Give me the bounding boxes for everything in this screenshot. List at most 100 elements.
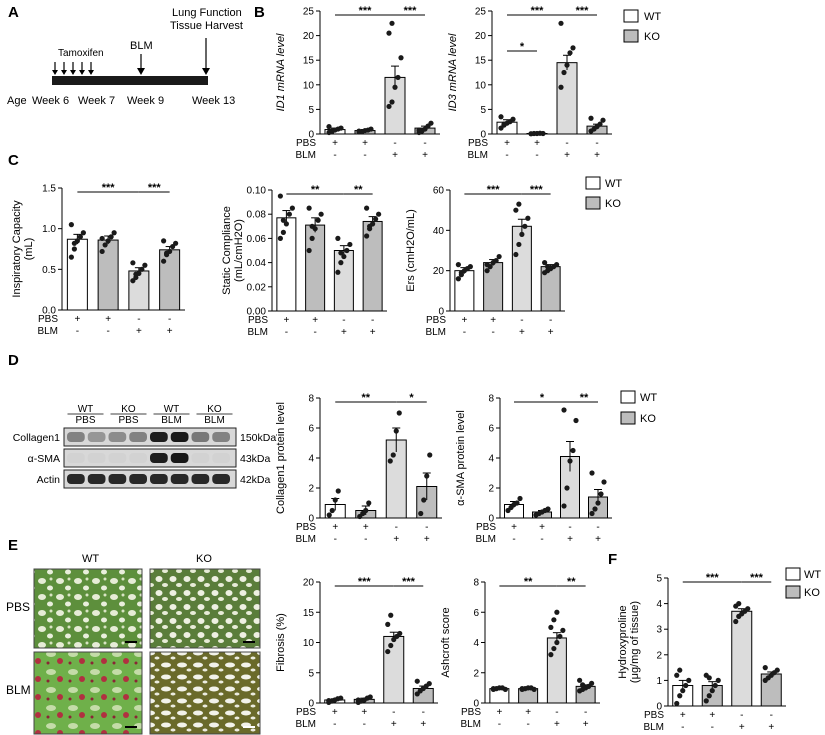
data-point: [490, 686, 496, 692]
significance-label: ***: [487, 184, 501, 196]
data-point: [703, 698, 709, 704]
pbs-row-label: PBS: [644, 710, 664, 721]
histology-wt-blm: [33, 651, 143, 735]
data-point: [277, 193, 283, 199]
data-point: [326, 512, 332, 518]
significance-label: ***: [102, 182, 116, 194]
blm-mark: +: [739, 722, 745, 733]
blm-mark: +: [519, 327, 525, 338]
blot-kda: 42kDa: [240, 474, 271, 486]
blot-band: [87, 453, 106, 463]
pbs-mark: -: [740, 710, 743, 721]
blm-mark: -: [681, 722, 684, 733]
y-axis-label: Inspiratory Capacity: [11, 200, 23, 298]
blot-column-label: BLM: [204, 415, 225, 426]
data-point: [762, 665, 768, 671]
pbs-mark: +: [504, 138, 510, 149]
pbs-mark: -: [393, 138, 396, 149]
blm-row-label: BLM: [295, 150, 316, 161]
data-point: [105, 238, 111, 244]
data-point: [519, 686, 525, 692]
blm-row-label: BLM: [467, 150, 488, 161]
week-label: Week 7: [78, 95, 115, 107]
legend-ko-label: KO: [644, 31, 660, 43]
data-point: [393, 428, 399, 434]
y-tick-label: 5: [308, 105, 314, 116]
data-point: [161, 258, 167, 264]
blm-row-label: BLM: [295, 534, 316, 545]
pbs-mark: +: [332, 522, 338, 533]
data-point: [540, 130, 546, 137]
legend-wt-swatch: [785, 567, 801, 581]
data-point: [589, 510, 595, 517]
pbs-mark: -: [423, 138, 426, 149]
y-axis-label: (mL): [23, 238, 35, 261]
y-tick-label: 60: [433, 186, 445, 197]
data-point: [418, 510, 424, 517]
legend-wt-swatch: [623, 9, 639, 23]
blot-column-label: KO: [207, 404, 222, 415]
y-tick-label: 25: [303, 7, 315, 18]
legend-ko-label: KO: [640, 413, 656, 425]
data-point: [598, 491, 604, 497]
data-point: [564, 62, 570, 68]
legend-b: WT KO: [623, 9, 661, 43]
y-tick-label: 15: [475, 56, 487, 67]
y-axis-label: (μg/mg of tissue): [629, 601, 641, 683]
data-point: [561, 503, 567, 509]
pbs-mark: -: [425, 522, 428, 533]
pbs-mark: +: [283, 315, 289, 326]
blot-band: [150, 474, 168, 484]
pbs-row-label: PBS: [476, 522, 496, 533]
y-tick-label: 0.5: [42, 265, 56, 276]
data-point: [573, 417, 579, 424]
data-point: [564, 485, 570, 491]
y-tick-label: 4: [473, 638, 479, 649]
blm-mark: +: [341, 327, 347, 338]
data-point: [715, 677, 721, 684]
y-tick-label: 0: [438, 307, 444, 318]
data-point: [363, 507, 369, 514]
blm-mark: -: [363, 150, 366, 161]
y-tick-label: 2: [656, 650, 662, 661]
data-point: [580, 682, 586, 688]
data-point: [554, 609, 560, 615]
blot-band: [191, 474, 210, 484]
data-point: [68, 254, 74, 260]
histology-col-wt: WT: [82, 553, 99, 565]
y-tick-label: 0: [656, 702, 662, 713]
data-point: [455, 262, 461, 268]
blot-kda: 43kDa: [240, 453, 271, 465]
blm-mark: -: [463, 327, 466, 338]
data-point: [551, 617, 557, 623]
tamoxifen-label: Tamoxifen: [58, 48, 104, 59]
data-point: [513, 251, 519, 258]
data-point: [577, 677, 583, 683]
significance-label: *: [409, 392, 414, 404]
y-tick-label: 8: [308, 394, 314, 405]
pbs-row-label: PBS: [426, 315, 446, 326]
significance-label: ***: [706, 572, 720, 584]
data-point: [558, 20, 564, 26]
blm-mark: +: [136, 326, 142, 337]
significance-label: *: [520, 41, 525, 53]
y-tick-label: 2: [488, 484, 494, 495]
pbs-mark: -: [168, 314, 171, 325]
panel-label-f: F: [608, 551, 618, 568]
data-point: [600, 117, 606, 123]
data-point: [589, 680, 595, 686]
pbs-mark: -: [392, 707, 395, 718]
data-point: [332, 497, 338, 503]
pbs-mark: -: [422, 707, 425, 718]
data-point: [542, 260, 548, 266]
data-point: [338, 125, 344, 131]
y-tick-label: 10: [303, 638, 315, 649]
y-tick-label: 15: [303, 56, 315, 67]
significance-label: ***: [358, 576, 372, 588]
histology-ko-blm: [149, 651, 261, 735]
y-tick-label: 5: [480, 105, 486, 116]
data-point: [338, 250, 344, 256]
blot-band: [150, 432, 168, 442]
data-point: [164, 250, 170, 256]
